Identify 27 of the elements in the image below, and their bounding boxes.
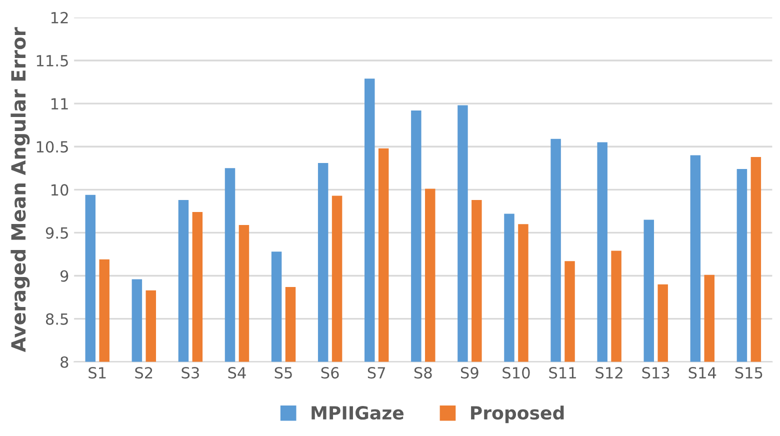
y-tick-label: 11 — [51, 98, 68, 110]
x-tick-label: S3 — [182, 367, 199, 379]
y-tick-label: 12 — [51, 12, 68, 24]
x-tick-label: S9 — [460, 367, 478, 379]
legend-label: MPIIGaze — [312, 406, 404, 420]
y-tick-label: 9 — [60, 270, 68, 282]
x-tick-label: S10 — [502, 367, 530, 379]
x-tick-label: S7 — [368, 367, 386, 379]
x-tick-label: S13 — [642, 367, 670, 379]
x-tick-label: S14 — [688, 367, 716, 379]
legend-label: Proposed — [471, 406, 564, 424]
y-tick-label: 8 — [60, 356, 68, 368]
x-tick-label: S1 — [88, 367, 106, 379]
x-tick-label: S15 — [735, 367, 762, 379]
x-tick-label: S5 — [274, 367, 292, 379]
y-axis-title: Averaged Mean Angular Error — [10, 27, 30, 352]
x-tick-label: S11 — [549, 367, 576, 379]
y-tick-label: 8.5 — [46, 313, 68, 325]
x-tick-label: S6 — [321, 367, 339, 379]
x-tick-label: S2 — [135, 367, 152, 379]
x-tick-label: S8 — [414, 367, 432, 379]
y-tick-label: 10 — [51, 184, 68, 196]
y-tick-label: 9.5 — [46, 227, 68, 239]
y-tick-label: 11.5 — [36, 55, 68, 67]
y-tick-label: 10.5 — [36, 141, 68, 153]
x-tick-label: S4 — [228, 367, 246, 379]
x-tick-label: S12 — [596, 367, 622, 379]
